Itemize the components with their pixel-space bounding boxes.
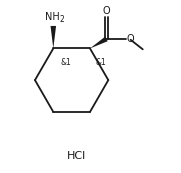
Polygon shape xyxy=(90,37,108,48)
Text: &1: &1 xyxy=(95,58,106,67)
Text: O: O xyxy=(127,34,134,44)
Text: 2: 2 xyxy=(59,15,64,24)
Text: NH: NH xyxy=(45,12,60,22)
Text: HCl: HCl xyxy=(67,151,86,161)
Text: &1: &1 xyxy=(61,58,71,67)
Polygon shape xyxy=(50,26,56,48)
Text: O: O xyxy=(103,6,110,16)
